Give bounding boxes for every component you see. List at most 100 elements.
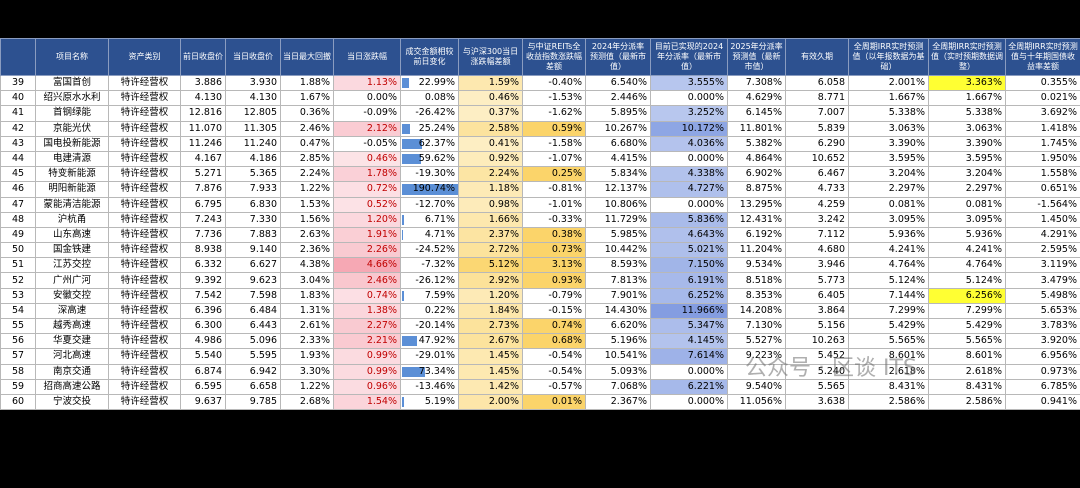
cell-text: 7.130% [745, 320, 782, 332]
table-cell: 9.392 [180, 272, 226, 289]
table-cell: 4.145% [650, 333, 728, 350]
table-cell: 7.813% [585, 272, 651, 289]
cell-text: 48 [11, 213, 25, 225]
cell-text: 5.895% [610, 107, 647, 119]
table-cell: 0.96% [333, 378, 401, 395]
cell-text: 1.745% [1040, 137, 1077, 149]
table-cell: 59.62% [400, 150, 459, 168]
table-cell: 特许经营权 [108, 90, 181, 107]
cell-text: 4.241% [965, 244, 1002, 256]
table-cell: 1.84% [458, 302, 523, 320]
cell-text: 0.59% [551, 122, 582, 134]
table-cell: 6.300 [180, 317, 226, 335]
table-cell: 特许经营权 [108, 393, 181, 411]
cell-text: 3.638 [817, 396, 845, 408]
table-cell: 6.332 [180, 257, 226, 274]
table-row: 58 南京交通 特许经营权 6.874 6.942 3.30% 0.99% 73.34% 1.4… [0, 363, 1080, 380]
table-cell: 6.956% [1005, 348, 1080, 365]
table-cell: -0.54% [522, 348, 586, 365]
cell-text: 60 [11, 396, 25, 408]
table-cell: 5.527% [727, 333, 786, 350]
cell-text: 0.46% [366, 153, 397, 165]
cell-text: 0.37% [488, 107, 519, 119]
cell-text: 6.221% [687, 380, 724, 392]
table-cell: 特许经营权 [108, 105, 181, 122]
cell-text: 13.295% [739, 198, 782, 210]
table-cell: 山东高速 [35, 226, 109, 244]
cell-text: 5.021% [687, 244, 724, 256]
cell-text: 7.299% [888, 304, 925, 316]
table-cell: 0.72% [333, 181, 401, 198]
cell-text: 10.267% [604, 122, 647, 134]
cell-text: 5.834% [610, 168, 647, 180]
cell-text: 1.20% [488, 289, 519, 301]
table-cell: 0.01% [522, 393, 586, 411]
cell-text: 11.056% [739, 396, 782, 408]
table-cell: 3.063% [928, 120, 1006, 137]
table-cell: 11.070 [180, 120, 226, 137]
cell-text: 6.830 [249, 198, 277, 210]
cell-text: 6.058 [817, 77, 845, 89]
cell-text: -0.09% [363, 107, 397, 119]
header-cell: 资产类别 [108, 38, 181, 76]
table-cell: -0.09% [333, 105, 401, 122]
table-cell: 2.21% [333, 333, 401, 350]
cell-text: 12.137% [604, 183, 647, 195]
table-row: 50 国金铁建 特许经营权 8.938 9.140 2.36% 2.26% -24.52% 2.… [0, 242, 1080, 259]
table-cell: -26.12% [400, 272, 459, 289]
table-cell: 特许经营权 [108, 333, 181, 350]
table-cell: 2.46% [333, 272, 401, 289]
cell-text: 14.208% [739, 304, 782, 316]
table-cell: 0.000% [650, 150, 728, 168]
cell-text: 0.355% [1040, 77, 1077, 89]
table-cell: 10.541% [585, 348, 651, 365]
table-cell: 特许经营权 [108, 317, 181, 335]
table-cell: 2.586% [928, 393, 1006, 411]
table-cell: -0.15% [522, 302, 586, 320]
table-cell: 5.196% [585, 333, 651, 350]
table-cell: 4.643% [650, 226, 728, 244]
cell-text: 1.418% [1040, 122, 1077, 134]
cell-text: -12.70% [415, 198, 455, 210]
table-row: 57 河北高速 特许经营权 5.540 5.595 1.93% 0.99% -29.01% 1.… [0, 348, 1080, 365]
cell-text: -0.79% [548, 289, 582, 301]
table-cell: 7.130% [727, 317, 786, 335]
table-cell: 5.347% [650, 317, 728, 335]
cell-text: 4.186 [249, 153, 277, 165]
table-cell: 0.38% [522, 226, 586, 244]
table-cell: 3.595% [848, 150, 929, 168]
cell-text: 54 [11, 304, 25, 316]
table-cell: 0.74% [522, 317, 586, 335]
cell-text: 6.290 [817, 137, 845, 149]
cell-text: 5.093% [610, 365, 647, 377]
table-cell: -0.33% [522, 211, 586, 228]
cell-text: 宁波交投 [52, 396, 91, 408]
table-row: 54 深高速 特许经营权 6.396 6.484 1.31% 1.38% 0.22% 1.84%… [0, 302, 1080, 320]
table-cell: 0.52% [333, 196, 401, 213]
cell-text: 47.92% [418, 335, 455, 347]
table-cell: -0.05% [333, 135, 401, 152]
table-cell: -0.81% [522, 181, 586, 198]
cell-text: -13.46% [415, 380, 455, 392]
cell-text: 1.78% [366, 168, 397, 180]
table-cell: 59 [0, 378, 36, 395]
table-cell: 4.733 [785, 181, 849, 198]
table-row: 41 首钢绿能 特许经营权 12.816 12.805 0.36% -0.09% -26.42… [0, 105, 1080, 122]
cell-text: 0.000% [687, 365, 724, 377]
table-cell: 5.365 [225, 166, 281, 183]
table-cell: 0.99% [333, 348, 401, 365]
table-cell: 0.37% [458, 105, 523, 122]
cell-text: 10.806% [604, 198, 647, 210]
table-cell: 1.18% [458, 181, 523, 198]
table-cell: 2.297% [848, 181, 929, 198]
header-cell: 目前已实现的2024年分派率（最新市值） [650, 38, 728, 76]
cell-text: 25.24% [418, 122, 455, 134]
cell-text: 越秀高速 [52, 320, 91, 332]
cell-text: 0.96% [366, 380, 397, 392]
table-cell: 国电投新能源 [35, 135, 109, 152]
cell-text: 5.347% [687, 320, 724, 332]
table-cell: -13.46% [400, 378, 459, 395]
cell-text: 0.000% [687, 153, 724, 165]
table-cell: 特许经营权 [108, 150, 181, 168]
cell-text: 2.27% [366, 320, 397, 332]
